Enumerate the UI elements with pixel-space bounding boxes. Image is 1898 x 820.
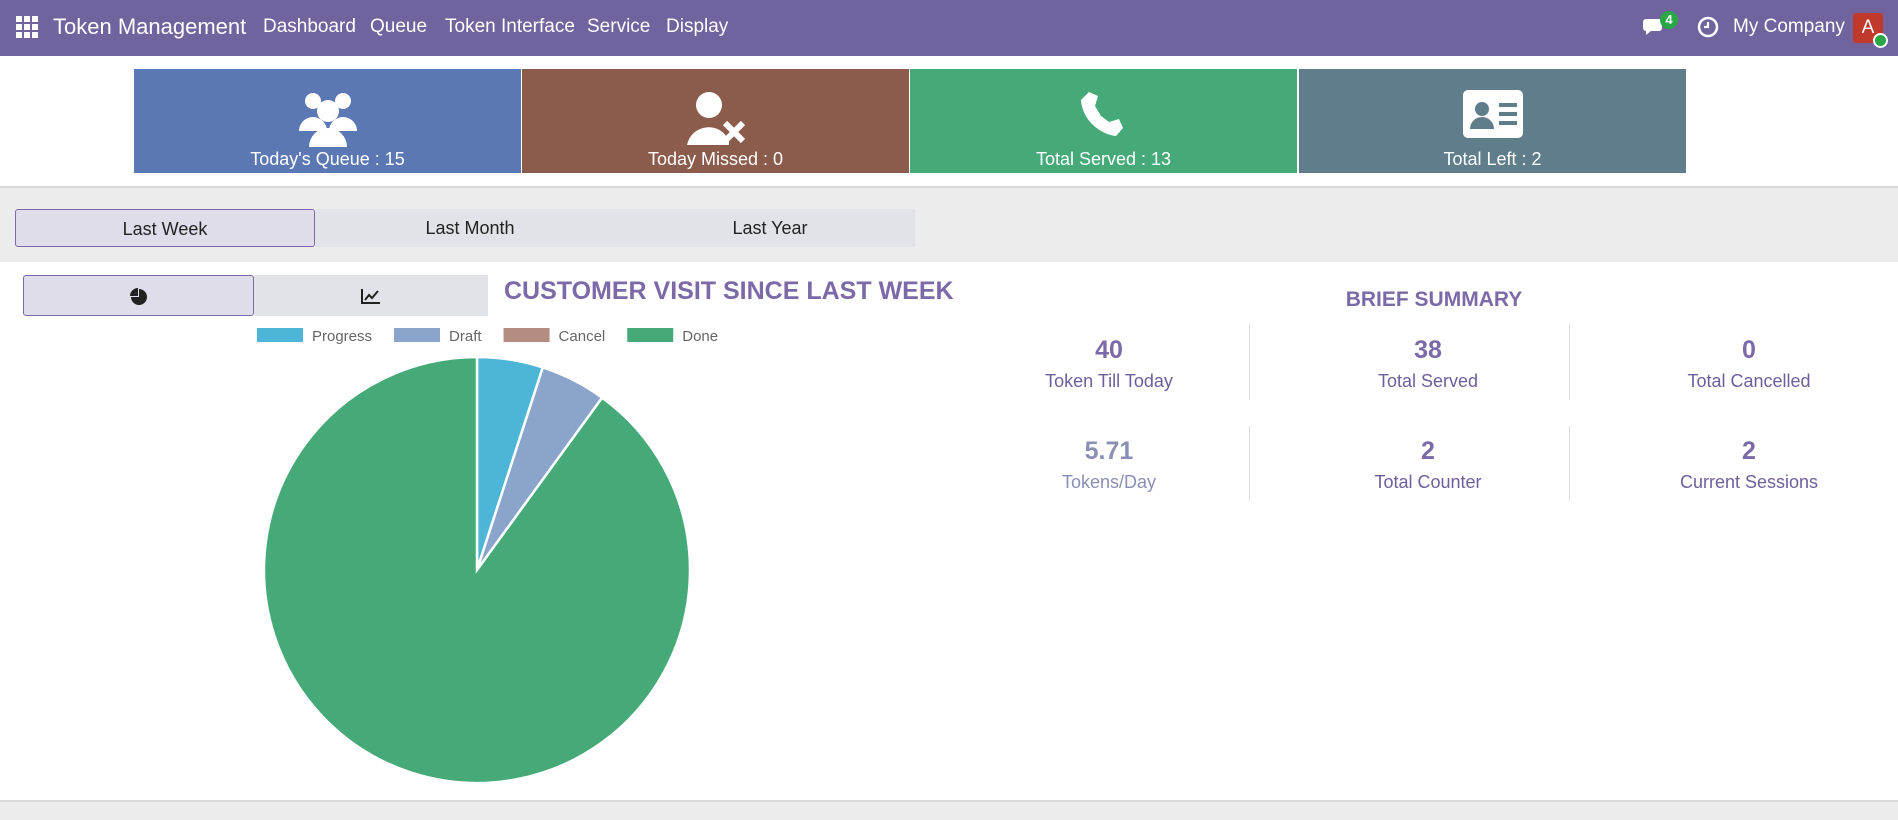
- stat-card-label: Total Served : 13: [1035, 149, 1172, 169]
- summary-label: Total Cancelled: [1687, 371, 1811, 391]
- line-icon: [361, 289, 380, 305]
- legend-swatch: [394, 328, 441, 342]
- stat-card-label: Today's Queue : 15: [250, 149, 405, 169]
- users-icon: [298, 93, 357, 147]
- status-dot: [1873, 33, 1888, 48]
- chart-title: CUSTOMER VISIT SINCE LAST WEEK: [504, 277, 954, 305]
- stat-card-label: Today Missed : 0: [647, 149, 784, 169]
- summary-value: 38: [1414, 336, 1442, 364]
- summary-label: Token Till Today: [1045, 371, 1173, 391]
- summary-value: 40: [1095, 336, 1123, 364]
- period-tab[interactable]: Last Week: [15, 209, 315, 247]
- menu-item[interactable]: Token Interface: [445, 16, 575, 37]
- stat-card[interactable]: Today Missed : 0: [522, 69, 909, 173]
- menu-item[interactable]: Queue: [370, 16, 428, 37]
- summary-label: Tokens/Day: [1061, 472, 1157, 492]
- menu-item[interactable]: Service: [587, 16, 651, 37]
- legend-label: Done: [682, 328, 718, 345]
- company-name[interactable]: My Company: [1733, 16, 1845, 37]
- menu-item[interactable]: Display: [666, 16, 729, 37]
- menu-item[interactable]: Dashboard: [263, 16, 356, 37]
- line-toggle[interactable]: [254, 275, 488, 316]
- divider: [1569, 324, 1570, 400]
- divider: [1569, 426, 1570, 501]
- period-tab[interactable]: Last Year: [625, 209, 915, 247]
- summary-label: Current Sessions: [1679, 472, 1819, 492]
- legend-swatch: [503, 328, 550, 342]
- activity-icon[interactable]: [1697, 16, 1719, 38]
- legend-label: Draft: [449, 328, 482, 345]
- divider: [1249, 324, 1250, 400]
- summary-title: BRIEF SUMMARY: [1345, 288, 1523, 311]
- stat-card[interactable]: Today's Queue : 15: [134, 69, 521, 173]
- summary-value: 2: [1421, 437, 1435, 465]
- stat-card[interactable]: Total Served : 13: [910, 69, 1297, 173]
- summary-value: 5.71: [1084, 437, 1134, 465]
- legend-swatch: [627, 328, 674, 342]
- divider: [1249, 426, 1250, 501]
- user-times-icon: [686, 92, 745, 145]
- legend-swatch: [257, 328, 303, 342]
- period-tab[interactable]: Last Month: [315, 209, 625, 247]
- pie-slice: [262, 355, 692, 785]
- id-card-icon: [1462, 90, 1523, 138]
- footer-band: [0, 800, 1898, 820]
- stat-card-label: Total Left : 2: [1443, 149, 1542, 169]
- summary-value: 0: [1742, 336, 1756, 364]
- apps-icon[interactable]: [16, 16, 38, 38]
- summary-value: 2: [1742, 437, 1756, 465]
- summary-label: Total Counter: [1374, 472, 1482, 492]
- phone-icon: [1080, 92, 1123, 136]
- pie-toggle[interactable]: [23, 275, 254, 316]
- stat-card[interactable]: Total Left : 2: [1299, 69, 1686, 173]
- legend-label: Progress: [312, 328, 372, 345]
- navbar: Token Management 4 My Company A Dashboar…: [0, 0, 1898, 56]
- app-title[interactable]: Token Management: [53, 14, 247, 39]
- messages-icon[interactable]: [1642, 15, 1670, 41]
- message-badge: 4: [1660, 11, 1678, 29]
- pie-chart: Progress Draft Cancel Done: [257, 328, 718, 785]
- pie-icon: [129, 288, 147, 306]
- period-bar: Last Week Last Month Last Year: [0, 186, 1898, 262]
- legend-label: Cancel: [559, 328, 606, 345]
- summary-label: Total Served: [1377, 371, 1479, 391]
